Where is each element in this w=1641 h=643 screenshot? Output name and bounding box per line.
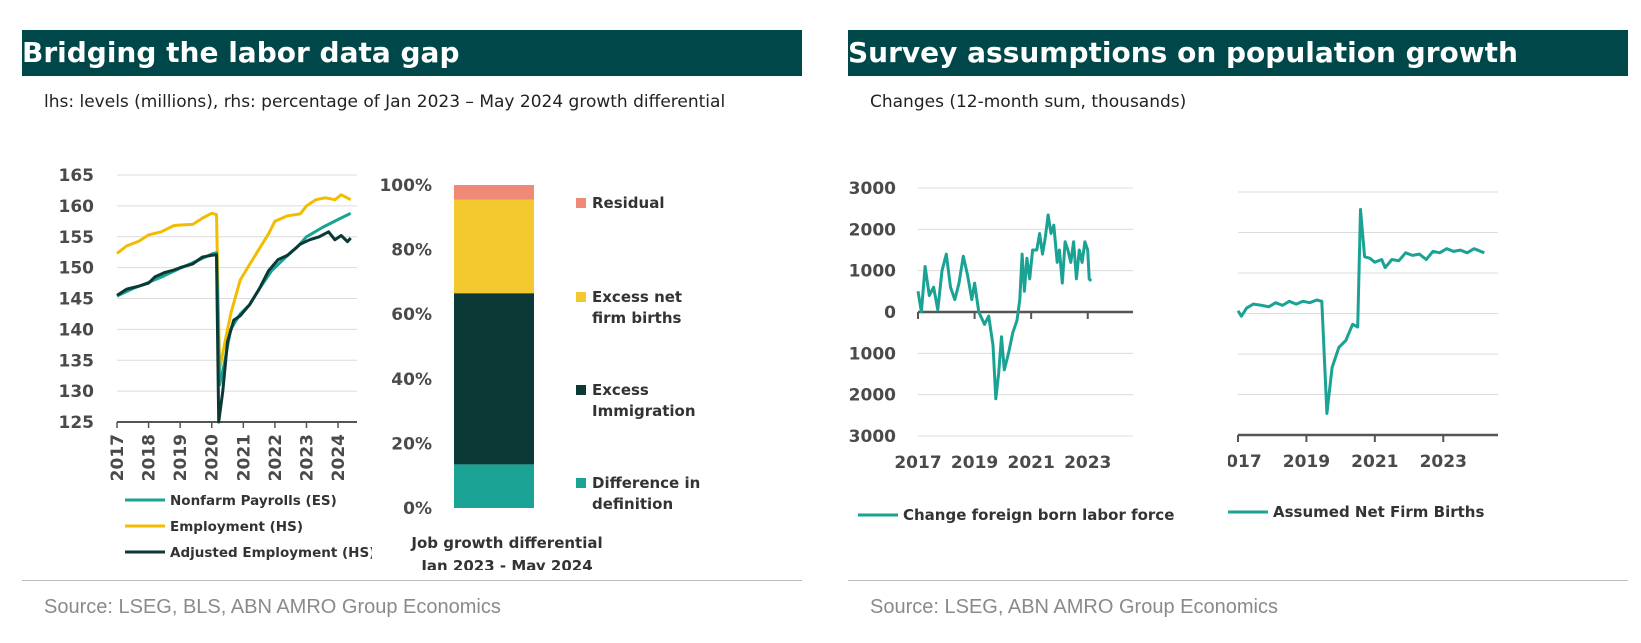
- left-panel-source: Source: LSEG, BLS, ABN AMRO Group Econom…: [44, 596, 501, 618]
- legend-label-difference-in-definition: definition: [592, 495, 673, 513]
- net-firm-births-chart: 0300600900120015001800 2017201920212023 …: [1228, 183, 1498, 521]
- series-line-adjusted-employment-hs: [116, 230, 352, 424]
- y-tick-label: 40%: [391, 370, 432, 390]
- legend-label-nonfarm-payrolls-es: Nonfarm Payrolls (ES): [170, 493, 337, 509]
- x-tick-label: 2018: [140, 434, 160, 481]
- y-tick-label: 130: [59, 382, 95, 402]
- y-tick-label: -2000: [848, 386, 896, 406]
- x-axis-label: Job growth differential: [410, 534, 602, 552]
- x-tick-label: 2023: [1064, 453, 1111, 473]
- y-tick-label: 2000: [849, 220, 896, 240]
- y-tick-label: 20%: [391, 434, 432, 454]
- legend-label-adjusted-employment-hs: Adjusted Employment (HS): [170, 545, 372, 561]
- y-tick-label: -1000: [848, 344, 896, 364]
- bar-segment-excess-net-firm-births: [454, 199, 534, 294]
- y-tick-label: 140: [59, 320, 95, 340]
- x-tick-label: 2017: [1228, 452, 1262, 472]
- legend-label-assumed-net-firm-births: Assumed Net Firm Births: [1273, 503, 1484, 521]
- bar-segment-residual: [454, 185, 534, 200]
- y-tick-label: 3000: [849, 179, 896, 199]
- x-tick-label: 2024: [329, 434, 349, 481]
- y-tick-label: 135: [59, 351, 95, 371]
- legend-label-excess-immigration: Excess: [592, 381, 649, 399]
- x-tick-label: 2019: [951, 453, 998, 473]
- x-tick-label: 2020: [203, 434, 223, 481]
- x-tick-label: 2021: [234, 434, 254, 481]
- legend-swatch-excess-immigration: [576, 385, 586, 395]
- legend-swatch-excess-net-firm-births: [576, 292, 586, 302]
- legend-label-excess-net-firm-births: firm births: [592, 309, 681, 327]
- y-tick-label: 165: [59, 166, 95, 186]
- x-tick-label: 2022: [266, 434, 286, 481]
- right-panel: Survey assumptions on population growth …: [848, 30, 1628, 630]
- legend-label-change-foreign-born-labor-force: Change foreign born labor force: [903, 506, 1174, 524]
- left-panel-subtitle: lhs: levels (millions), rhs: percentage …: [44, 92, 726, 112]
- legend-label-difference-in-definition: Difference in: [592, 474, 700, 492]
- left-panel-title: Bridging the labor data gap: [22, 30, 802, 76]
- bar-segment-excess-immigration: [454, 293, 534, 465]
- right-panel-subtitle: Changes (12-month sum, thousands): [870, 92, 1187, 112]
- y-tick-label: 0: [884, 303, 896, 323]
- right-divider: [848, 580, 1628, 581]
- left-panel: Bridging the labor data gap lhs: levels …: [22, 30, 802, 630]
- y-tick-label: 80%: [391, 241, 432, 261]
- foreign-born-labor-chart: -3000 -2000 -1000 0 1000 2000 3000 2017 2019 202…: [848, 179, 1174, 524]
- job-growth-stacked-bar: 0% 20% 40% 60% 80% 100% Difference in definiti…: [379, 176, 700, 570]
- x-tick-label: 2019: [171, 434, 191, 481]
- y-tick-label: 160: [59, 197, 95, 217]
- y-tick-label: 145: [59, 290, 95, 310]
- series-line-employment-hs: [116, 193, 352, 371]
- y-tick-label: 0%: [403, 499, 432, 519]
- y-tick-label: 1000: [849, 262, 896, 282]
- legend-label-excess-net-firm-births: Excess net: [592, 288, 682, 306]
- legend-label-residual: Residual: [592, 194, 664, 212]
- y-tick-label: 60%: [391, 305, 432, 325]
- x-tick-label: 2023: [297, 434, 317, 481]
- right-panel-source: Source: LSEG, ABN AMRO Group Economics: [870, 596, 1278, 618]
- y-tick-label: 150: [59, 259, 95, 279]
- x-tick-label: 2021: [1007, 453, 1054, 473]
- x-axis-label: Jan 2023 - May 2024: [420, 557, 592, 570]
- legend-label-employment-hs: Employment (HS): [170, 519, 303, 535]
- y-tick-label: -3000: [848, 427, 896, 447]
- left-divider: [22, 580, 802, 581]
- y-tick-label: 100%: [379, 176, 432, 196]
- right-panel-title: Survey assumptions on population growth: [848, 30, 1628, 76]
- legend-swatch-difference-in-definition: [576, 478, 586, 488]
- series-line-change-foreign-born-labor-force: [916, 213, 1093, 401]
- y-tick-label: 155: [59, 228, 95, 248]
- x-tick-label: 2021: [1351, 452, 1398, 472]
- legend-swatch-residual: [576, 198, 586, 208]
- employment-line-chart: 125 130 135 140 145 150 155 160 165 2017 2018 2019…: [59, 166, 373, 561]
- series-line-assumed-net-firm-births: [1236, 208, 1485, 415]
- bar-segment-difference-in-definition: [454, 464, 534, 508]
- x-tick-label: 2023: [1420, 452, 1467, 472]
- y-tick-label: 125: [59, 413, 95, 433]
- x-tick-label: 2017: [894, 453, 941, 473]
- legend-label-excess-immigration: Immigration: [592, 402, 696, 420]
- x-tick-label: 2019: [1283, 452, 1330, 472]
- x-tick-label: 2017: [108, 434, 128, 481]
